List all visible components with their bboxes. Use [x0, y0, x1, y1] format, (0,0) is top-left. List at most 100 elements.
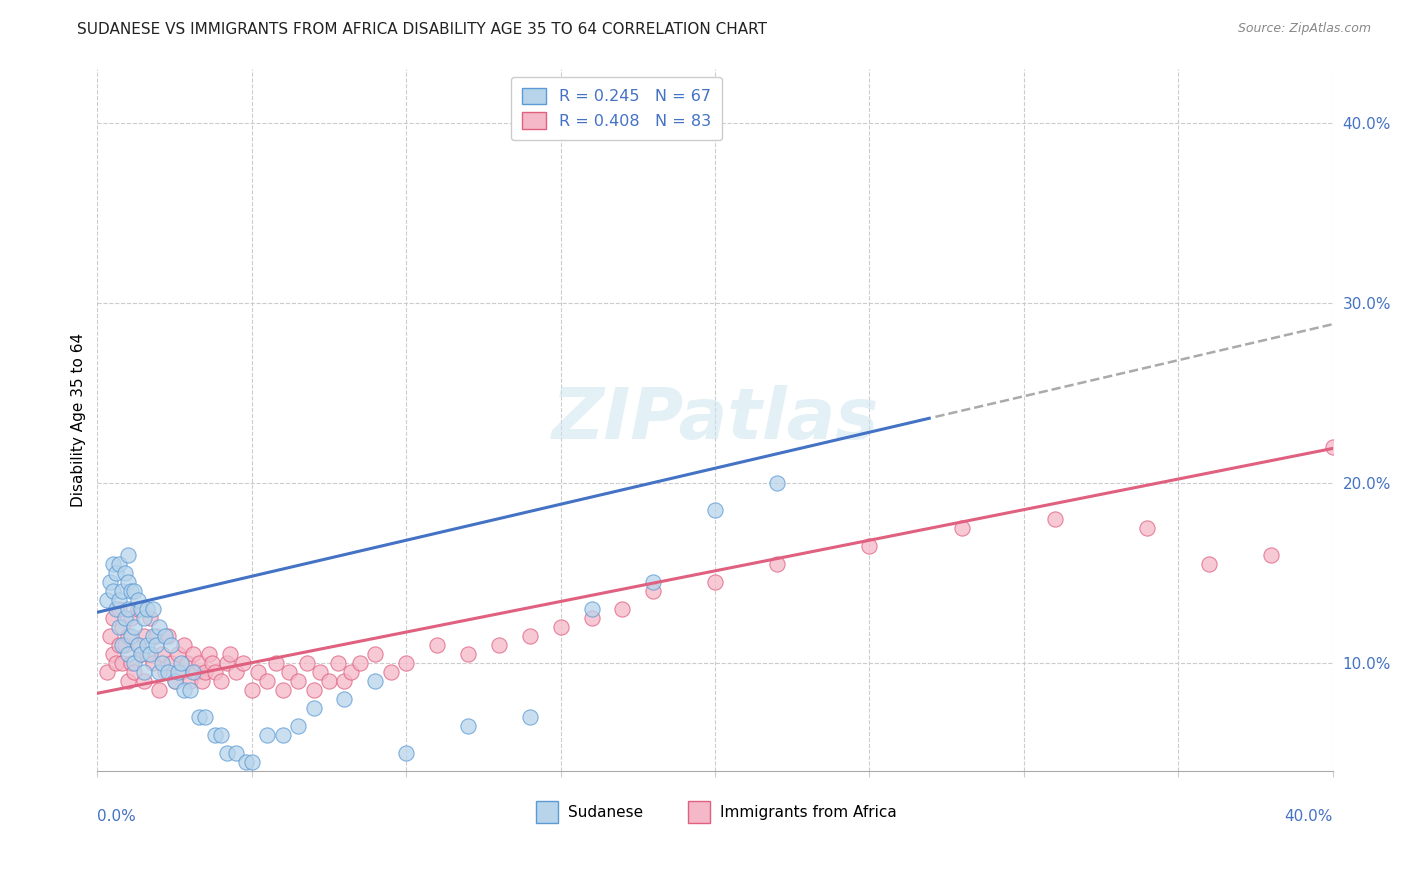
Point	[139, 647, 162, 661]
Point	[287, 719, 309, 733]
Point	[457, 719, 479, 733]
Point	[104, 601, 127, 615]
Point	[120, 610, 142, 624]
Point	[129, 601, 152, 615]
Point	[186, 665, 208, 679]
Point	[142, 656, 165, 670]
Point	[201, 656, 224, 670]
Point	[339, 665, 361, 679]
Point	[426, 638, 449, 652]
Point	[108, 620, 131, 634]
FancyBboxPatch shape	[688, 801, 710, 823]
Point	[98, 574, 121, 589]
Point	[101, 557, 124, 571]
Point	[120, 583, 142, 598]
Point	[191, 673, 214, 688]
Text: Sudanese: Sudanese	[568, 805, 643, 821]
Point	[277, 665, 299, 679]
Point	[302, 682, 325, 697]
Point	[120, 656, 142, 670]
Point	[380, 665, 402, 679]
Point	[209, 673, 232, 688]
Point	[96, 592, 118, 607]
Point	[231, 656, 253, 670]
Point	[302, 700, 325, 714]
Point	[150, 656, 173, 670]
Text: ZIPatlas: ZIPatlas	[551, 385, 879, 454]
Text: SUDANESE VS IMMIGRANTS FROM AFRICA DISABILITY AGE 35 TO 64 CORRELATION CHART: SUDANESE VS IMMIGRANTS FROM AFRICA DISAB…	[77, 22, 768, 37]
Point	[581, 610, 603, 624]
Point	[108, 557, 131, 571]
Point	[950, 521, 973, 535]
Point	[271, 682, 294, 697]
Point	[188, 656, 211, 670]
Point	[142, 601, 165, 615]
Point	[148, 682, 170, 697]
Point	[328, 656, 350, 670]
Point	[117, 647, 139, 661]
Point	[704, 502, 727, 516]
Point	[643, 574, 665, 589]
Point	[132, 610, 155, 624]
Point	[129, 647, 152, 661]
Y-axis label: Disability Age 35 to 64: Disability Age 35 to 64	[72, 333, 86, 507]
Point	[155, 665, 177, 679]
Point	[127, 592, 149, 607]
Point	[219, 647, 242, 661]
Point	[240, 682, 263, 697]
Point	[256, 673, 278, 688]
Point	[127, 601, 149, 615]
Point	[117, 673, 139, 688]
Point	[163, 673, 186, 688]
Point	[124, 656, 146, 670]
Point	[246, 665, 269, 679]
Point	[333, 673, 356, 688]
Point	[117, 629, 139, 643]
Legend: R = 0.245   N = 67, R = 0.408   N = 83: R = 0.245 N = 67, R = 0.408 N = 83	[510, 77, 721, 140]
Point	[225, 665, 247, 679]
Point	[120, 629, 142, 643]
Point	[581, 601, 603, 615]
Point	[157, 629, 180, 643]
Point	[135, 601, 157, 615]
Point	[1260, 548, 1282, 562]
Point	[176, 656, 198, 670]
Point	[145, 629, 167, 643]
Point	[135, 647, 157, 661]
Text: 40.0%: 40.0%	[1285, 809, 1333, 824]
Point	[170, 656, 193, 670]
Point	[160, 656, 183, 670]
Point	[349, 656, 371, 670]
Point	[266, 656, 288, 670]
Point	[643, 583, 665, 598]
Point	[217, 656, 239, 670]
Point	[271, 728, 294, 742]
Point	[173, 682, 195, 697]
Point	[108, 601, 131, 615]
Point	[364, 647, 387, 661]
Point	[124, 665, 146, 679]
Point	[108, 592, 131, 607]
Point	[1322, 440, 1344, 454]
Point	[129, 647, 152, 661]
Point	[395, 746, 418, 760]
Point	[127, 638, 149, 652]
Point	[204, 728, 226, 742]
Point	[173, 638, 195, 652]
Point	[127, 638, 149, 652]
Point	[155, 629, 177, 643]
Point	[333, 691, 356, 706]
Point	[142, 629, 165, 643]
Point	[488, 638, 510, 652]
Point	[163, 673, 186, 688]
Point	[139, 610, 162, 624]
Point	[124, 583, 146, 598]
Point	[240, 755, 263, 769]
Point	[217, 746, 239, 760]
Point	[157, 665, 180, 679]
Point	[519, 629, 541, 643]
Point	[188, 709, 211, 723]
Point	[114, 610, 136, 624]
Point	[395, 656, 418, 670]
Text: Immigrants from Africa: Immigrants from Africa	[720, 805, 897, 821]
